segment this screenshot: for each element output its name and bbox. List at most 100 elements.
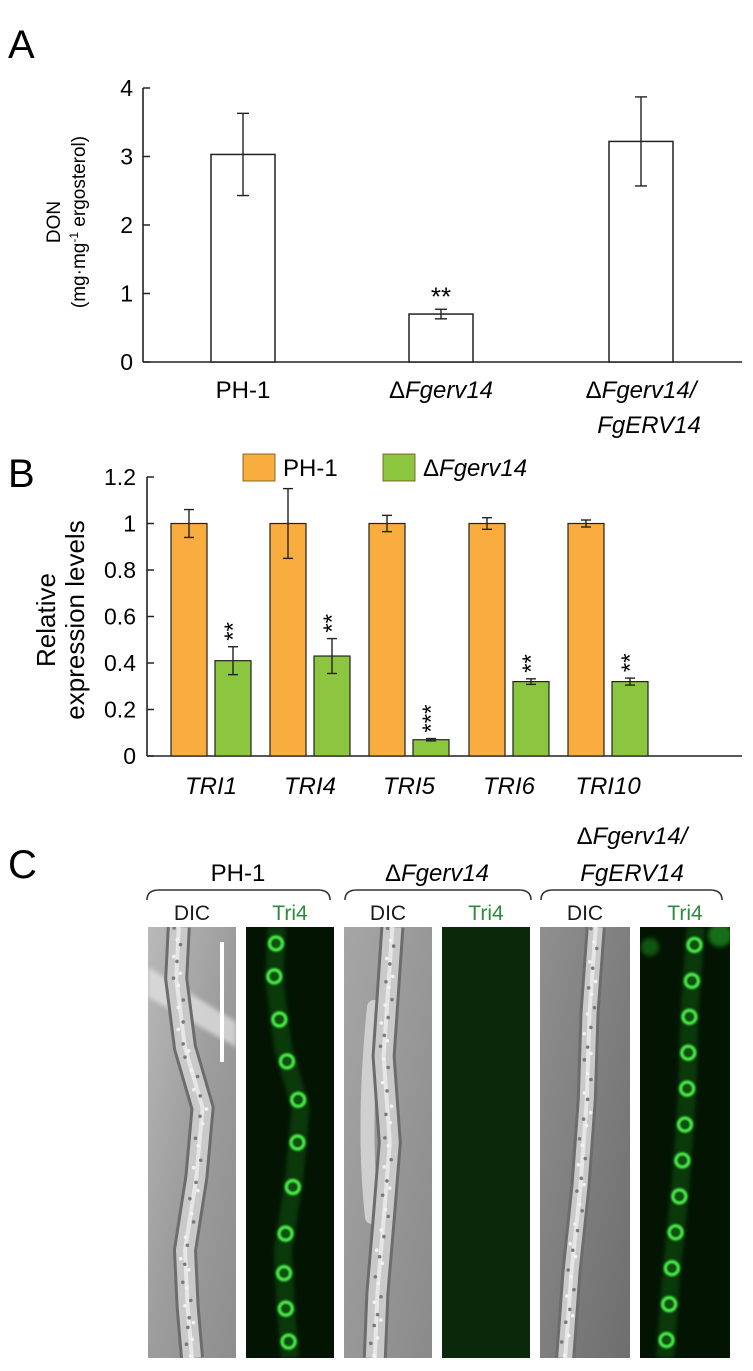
chart-b-ytick-label: 1.2 (104, 464, 136, 490)
dic-granule (188, 1196, 192, 1201)
dic-granule (183, 1055, 187, 1059)
dic-granule (191, 1220, 196, 1224)
micrograph-group-label: ΔFgerv14/ (577, 823, 690, 850)
dic-granule (200, 1121, 205, 1126)
dic-granule (384, 956, 389, 961)
chart-b-category-label: TRI10 (575, 773, 641, 800)
panel-letter-a: A (8, 23, 35, 67)
dic-granule (379, 1021, 384, 1025)
dic-granule (181, 1280, 185, 1285)
dic-granule (176, 1005, 181, 1010)
fluor-punctum-core (688, 977, 695, 984)
fluor-punctum (686, 936, 703, 954)
micrograph-group-label: ΔFgerv14 (385, 860, 489, 887)
fluor-punctum-core (663, 1337, 670, 1344)
dic-granule (186, 1325, 190, 1330)
fluor-punctum (267, 935, 285, 952)
dic-granule (580, 1143, 585, 1147)
chart-b-ytick-label: 0.4 (104, 650, 136, 676)
micrograph-group-label-line2: FgERV14 (580, 860, 684, 887)
legend-swatch (382, 453, 416, 482)
dic-granule (582, 1182, 586, 1187)
dic-granule (181, 1020, 186, 1024)
chart-a-ytick-label: 1 (120, 281, 133, 307)
dic-granule (380, 1080, 385, 1085)
micrograph-group-bracket (344, 889, 532, 901)
chart-b-significance: ** (617, 653, 644, 672)
micrograph-group-bracket (146, 889, 331, 901)
micrograph-channel-label: Tri4 (468, 902, 504, 925)
dic-granule (590, 966, 595, 970)
dic-granule (176, 1027, 181, 1032)
dic-granule (389, 1104, 394, 1108)
micrograph-dic-image (540, 927, 630, 1358)
micrograph-channel-label: DIC (567, 902, 603, 925)
chart-b-category-label: TRI5 (383, 773, 436, 800)
chart-a-ytick-label: 3 (120, 144, 133, 170)
fluor-punctum (271, 1011, 288, 1028)
dic-granule (573, 1254, 578, 1259)
dic-granule (172, 927, 176, 930)
dic-granule (187, 1315, 192, 1320)
chart-b-category-label: TRI1 (185, 773, 237, 800)
fluor-punctum-core (691, 941, 698, 948)
dic-granule (583, 1156, 588, 1161)
fluor-punctum-core (283, 1058, 290, 1065)
fluor-punctum-core (668, 1265, 675, 1272)
dic-granule (585, 1045, 590, 1049)
micrograph-group-bracket (540, 889, 723, 901)
fluor-punctum (671, 1188, 688, 1205)
fluor-punctum (683, 972, 700, 989)
dic-granule (175, 959, 179, 964)
dic-granule (186, 1267, 191, 1272)
fluor-punctum (674, 1152, 691, 1169)
fluor-punctum (278, 1053, 296, 1070)
micrograph-tri4-image (640, 927, 730, 1358)
chart-a-category-label: ΔFgerv14 (389, 377, 493, 404)
chart-a-category-label: ΔFgerv14/ (586, 377, 699, 404)
dic-granule (375, 1336, 380, 1340)
dic-hypha-highlight (563, 927, 598, 1358)
fluor-punctum-core (289, 1183, 296, 1190)
panel-letter-b: B (8, 452, 35, 496)
chart-b-bar (214, 660, 252, 757)
chart-b-legend: PH-1 ΔFgerv14 (242, 453, 527, 482)
dic-granule (582, 1031, 587, 1036)
fluor-punctum-core (679, 1157, 686, 1164)
dic-granule (380, 1193, 385, 1197)
chart-b-bar (468, 522, 506, 757)
dic-granule (576, 1163, 581, 1167)
micrograph-channel-label: Tri4 (272, 902, 308, 925)
dic-granule (577, 1137, 582, 1141)
fluor-punctum-core (281, 1270, 288, 1277)
dic-granule (582, 1058, 587, 1062)
dic-granule (579, 1176, 584, 1181)
chart-b-bar (611, 680, 649, 757)
dic-granule (185, 1243, 190, 1248)
dic-granule (379, 1228, 383, 1232)
dic-granule (589, 1051, 593, 1056)
dic-granule (566, 1268, 570, 1272)
chart-a-bar (408, 313, 474, 363)
dic-granule (185, 1286, 189, 1290)
fluor-punctum (266, 968, 283, 985)
dic-granule (589, 1025, 593, 1030)
chart-a-bar (608, 140, 674, 363)
dic-granule (571, 1248, 575, 1253)
micrograph-dic-image (148, 927, 236, 1358)
chart-b-ytick-label: 0.2 (104, 697, 136, 723)
dic-granule (565, 1294, 569, 1298)
dic-granule (373, 1275, 378, 1279)
dic-granule (388, 1120, 393, 1125)
fluor-punctum (284, 1178, 301, 1196)
dic-granule (572, 1287, 576, 1292)
chart-b-bar (368, 522, 406, 757)
fluor-punctum (679, 1080, 696, 1097)
dic-granule (573, 1222, 577, 1226)
fluor-punctum (676, 1116, 694, 1133)
fluor-punctum-core (276, 1016, 283, 1023)
chart-b-category-label: TRI4 (284, 773, 336, 800)
dic-granule (176, 983, 181, 988)
dic-granule (181, 998, 186, 1002)
dic-granule (586, 986, 591, 990)
